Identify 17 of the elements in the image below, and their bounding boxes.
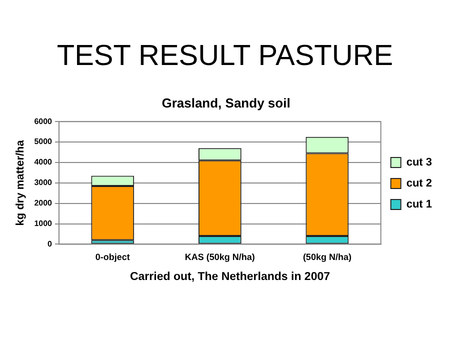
chart-subtitle: Grasland, Sandy soil — [162, 95, 290, 110]
y-tick-label: 0 — [48, 239, 53, 248]
x-tick-label: KAS (50kg N/ha) — [184, 252, 255, 262]
chart-title: TEST RESULT PASTURE — [56, 40, 394, 73]
y-tick-label: 5000 — [34, 137, 53, 146]
y-tick-label: 6000 — [34, 116, 53, 126]
y-axis-title: kg dry matter/ha — [14, 139, 27, 226]
y-tick-label: 1000 — [34, 218, 53, 228]
y-tick-label: 2000 — [34, 198, 53, 208]
legend-label: cut 3 — [406, 156, 432, 169]
legend-label: cut 1 — [406, 198, 432, 211]
x-tick-label: (50kg N/ha) — [302, 252, 352, 262]
x-tick-label: 0-object — [95, 252, 130, 262]
y-tick-label: 4000 — [34, 158, 53, 167]
y-tick-label: 3000 — [34, 178, 53, 188]
legend-label: cut 2 — [406, 178, 432, 190]
text: Carried out, The Netherlands in 2007 — [128, 271, 332, 283]
